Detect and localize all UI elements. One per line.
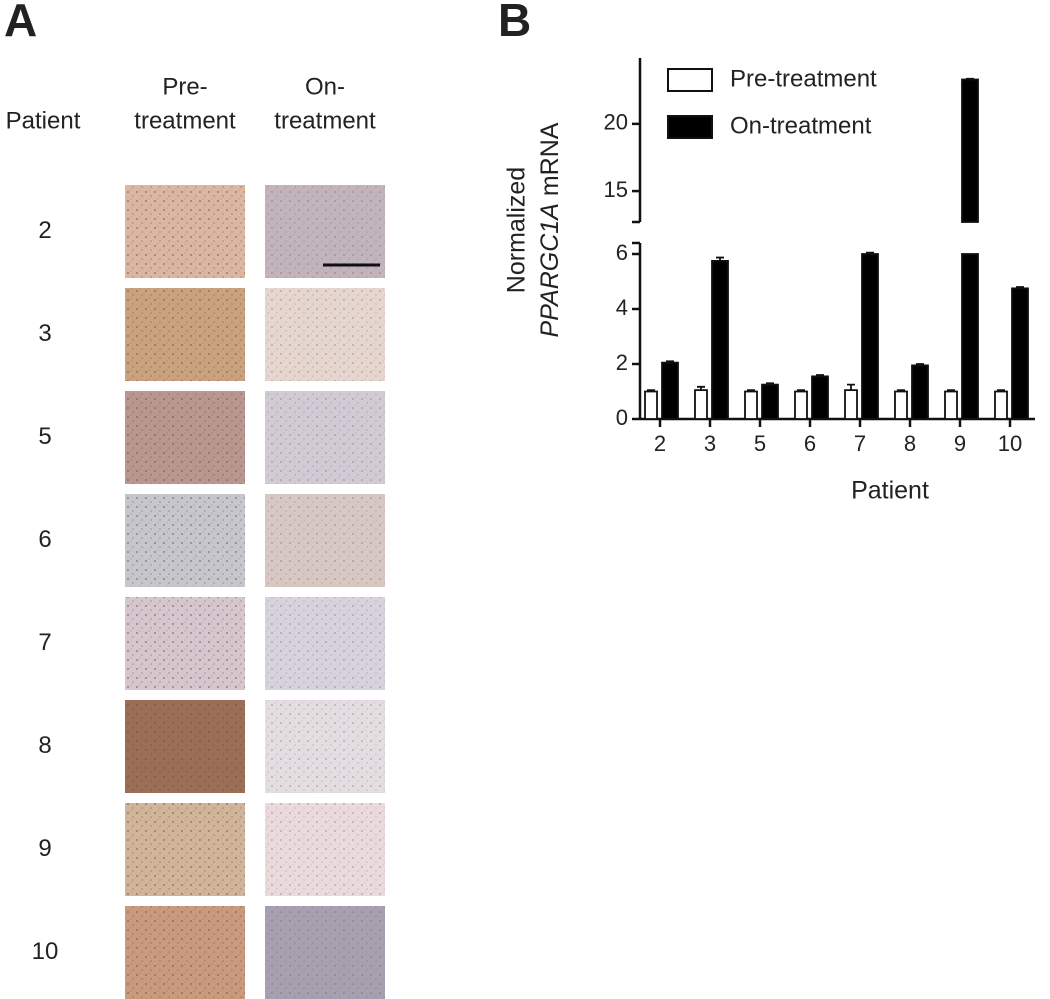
error-bar <box>866 251 874 254</box>
y-tick-label: 2 <box>616 350 628 375</box>
x-axis-label: Patient <box>851 477 929 505</box>
error-bar <box>966 77 974 80</box>
x-tick-label: 2 <box>654 431 666 456</box>
patient-label: 7 <box>38 629 51 656</box>
gene-name: PPARGC1A <box>536 203 564 337</box>
image-rows: 2 3 5 6 7 8 9 10 <box>32 185 385 999</box>
pre-image-texture <box>125 391 245 484</box>
on-image-texture <box>265 700 385 793</box>
x-tick-label: 6 <box>804 431 816 456</box>
on-image-texture <box>265 906 385 999</box>
x-tick-label: 5 <box>754 431 766 456</box>
on-image-texture <box>265 288 385 381</box>
panel-label: B <box>498 0 531 46</box>
legend-label: On-treatment <box>730 112 872 139</box>
bar-chart: 0 2 4 6 15 20 2 3 5 6 7 8 9 10 Pre-treatment On-treatme… <box>604 58 1035 456</box>
bar <box>794 390 808 420</box>
legend-swatch <box>667 68 713 92</box>
error-bar <box>697 385 705 391</box>
x-tick-label: 8 <box>904 431 916 456</box>
on-image-texture <box>265 494 385 587</box>
column-header: treatment <box>134 107 236 134</box>
bar <box>661 361 679 420</box>
patient-label: 6 <box>38 526 51 553</box>
column-header: treatment <box>274 107 376 134</box>
bar <box>1011 287 1029 420</box>
bar <box>644 390 658 420</box>
y-axis-label: Normalized PPARGC1A mRNA <box>503 122 564 337</box>
on-image-texture <box>265 597 385 690</box>
patient-label: 10 <box>32 938 59 965</box>
unit: mRNA <box>536 122 564 196</box>
error-bar <box>897 389 905 392</box>
bar <box>894 390 908 420</box>
on-image-texture <box>265 185 385 278</box>
pre-image-texture <box>125 288 245 381</box>
y-label-line: PPARGC1A mRNA <box>536 122 564 337</box>
pre-image-texture <box>125 597 245 690</box>
error-bar <box>816 374 824 377</box>
bar <box>844 389 858 420</box>
error-bar <box>997 389 1005 392</box>
on-image-texture <box>265 391 385 484</box>
bar <box>761 383 779 420</box>
y-tick-label: 0 <box>616 405 628 430</box>
bar <box>961 253 979 420</box>
bar <box>711 259 729 420</box>
x-tick-label: 10 <box>998 431 1022 456</box>
bar <box>744 390 758 420</box>
pre-image-texture <box>125 803 245 896</box>
legend-label: Pre-treatment <box>730 65 877 92</box>
pre-image-texture <box>125 494 245 587</box>
error-bar <box>716 256 724 261</box>
pre-image-texture <box>125 700 245 793</box>
x-tick-label: 3 <box>704 431 716 456</box>
error-bar <box>747 389 755 392</box>
error-bar <box>666 360 674 363</box>
error-bar <box>1016 286 1024 289</box>
pre-image-texture <box>125 185 245 278</box>
error-bar <box>947 389 955 392</box>
y-tick-label: 15 <box>604 177 628 202</box>
y-tick-label: 20 <box>604 110 628 135</box>
bar <box>861 253 879 420</box>
error-bar <box>766 382 774 385</box>
bar <box>944 390 958 420</box>
patient-label: 3 <box>38 320 51 347</box>
error-bar <box>847 383 855 391</box>
pre-image-texture <box>125 906 245 999</box>
bar <box>911 364 929 420</box>
column-header: Pre- <box>162 73 207 100</box>
y-tick-label: 6 <box>616 240 628 265</box>
column-header: On- <box>305 73 345 100</box>
column-header: Patient <box>6 107 81 134</box>
patient-label: 5 <box>38 423 51 450</box>
y-tick-label: 4 <box>616 295 628 320</box>
legend-swatch <box>667 115 713 139</box>
patient-label: 9 <box>38 835 51 862</box>
bar <box>694 389 708 420</box>
bar <box>994 390 1008 420</box>
bar <box>961 78 979 223</box>
y-label-line: Normalized <box>503 167 531 293</box>
x-tick-label: 9 <box>954 431 966 456</box>
error-bar <box>916 363 924 366</box>
patient-label: 2 <box>38 217 51 244</box>
bar <box>811 375 829 420</box>
x-tick-label: 7 <box>854 431 866 456</box>
error-bar <box>797 389 805 392</box>
panel-label: A <box>4 0 37 46</box>
error-bar <box>647 389 655 392</box>
on-image-texture <box>265 803 385 896</box>
patient-label: 8 <box>38 732 51 759</box>
